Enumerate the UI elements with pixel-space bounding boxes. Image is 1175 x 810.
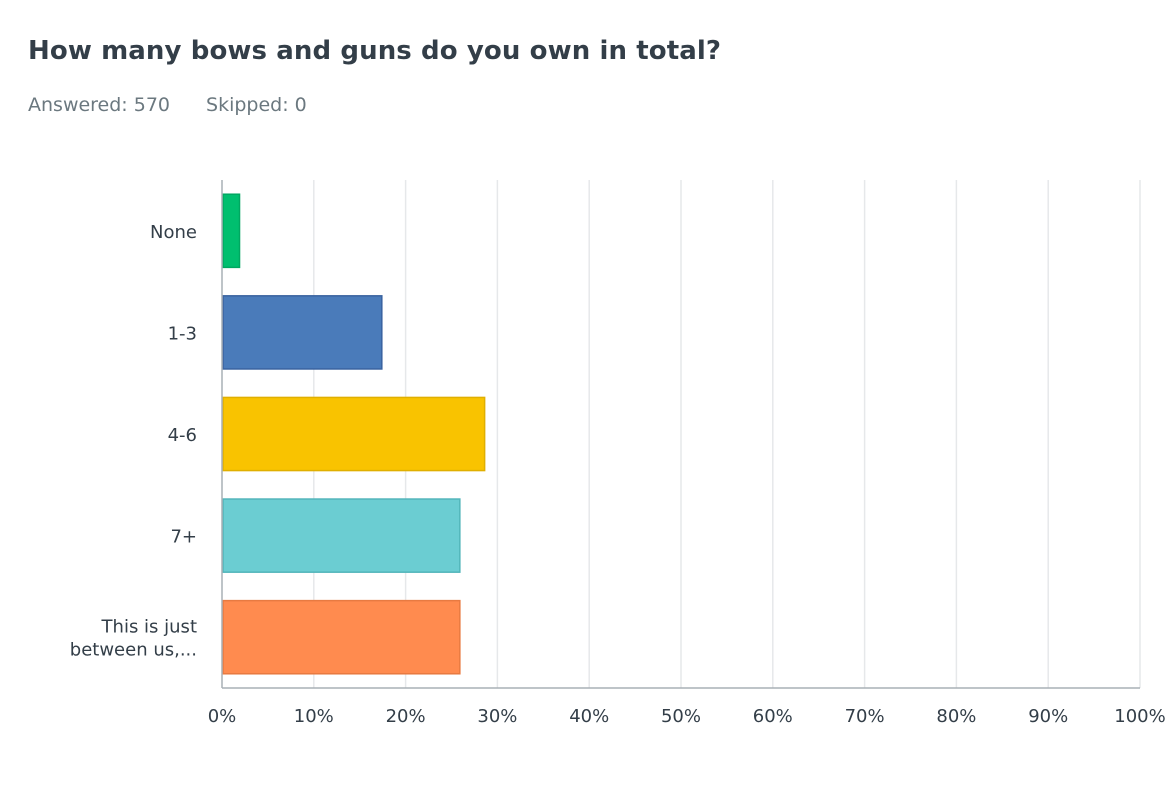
chart-axes	[221, 180, 1140, 689]
category-label: 4-6	[168, 425, 197, 446]
question-title: How many bows and guns do you own in tot…	[28, 36, 722, 66]
chart-grid	[313, 180, 1141, 688]
tick-labels: 0% 10% 20% 30% 40% 50% 60% 70% 80% 90% 100%	[208, 706, 1166, 727]
category-label: 7+	[170, 527, 197, 548]
bar[interactable]	[222, 295, 383, 370]
x-tick-label: 70%	[845, 706, 885, 727]
x-tick-label: 80%	[936, 706, 976, 727]
category-label: between us,...	[70, 640, 197, 661]
x-tick-label: 30%	[477, 706, 517, 727]
bar[interactable]	[222, 599, 461, 675]
response-summary: Answered: 570 Skipped: 0	[28, 94, 307, 116]
x-tick-label: 100%	[1114, 706, 1165, 727]
x-tick-label: 90%	[1028, 706, 1068, 727]
x-tick-label: 40%	[569, 706, 609, 727]
bar[interactable]	[222, 396, 486, 472]
bar[interactable]	[222, 193, 241, 269]
category-label: None	[150, 222, 197, 243]
category-label: 1-3	[168, 323, 197, 344]
x-tick-label: 50%	[661, 706, 701, 727]
answered-count: Answered: 570	[28, 94, 171, 116]
category-label: This is just	[101, 617, 197, 638]
chart-bars	[222, 193, 486, 675]
x-tick-label: 60%	[753, 706, 793, 727]
bar[interactable]	[222, 498, 461, 573]
x-tick-label: 10%	[294, 706, 334, 727]
x-tick-label: 0%	[208, 706, 237, 727]
skipped-count: Skipped: 0	[206, 94, 307, 116]
x-tick-label: 20%	[386, 706, 426, 727]
